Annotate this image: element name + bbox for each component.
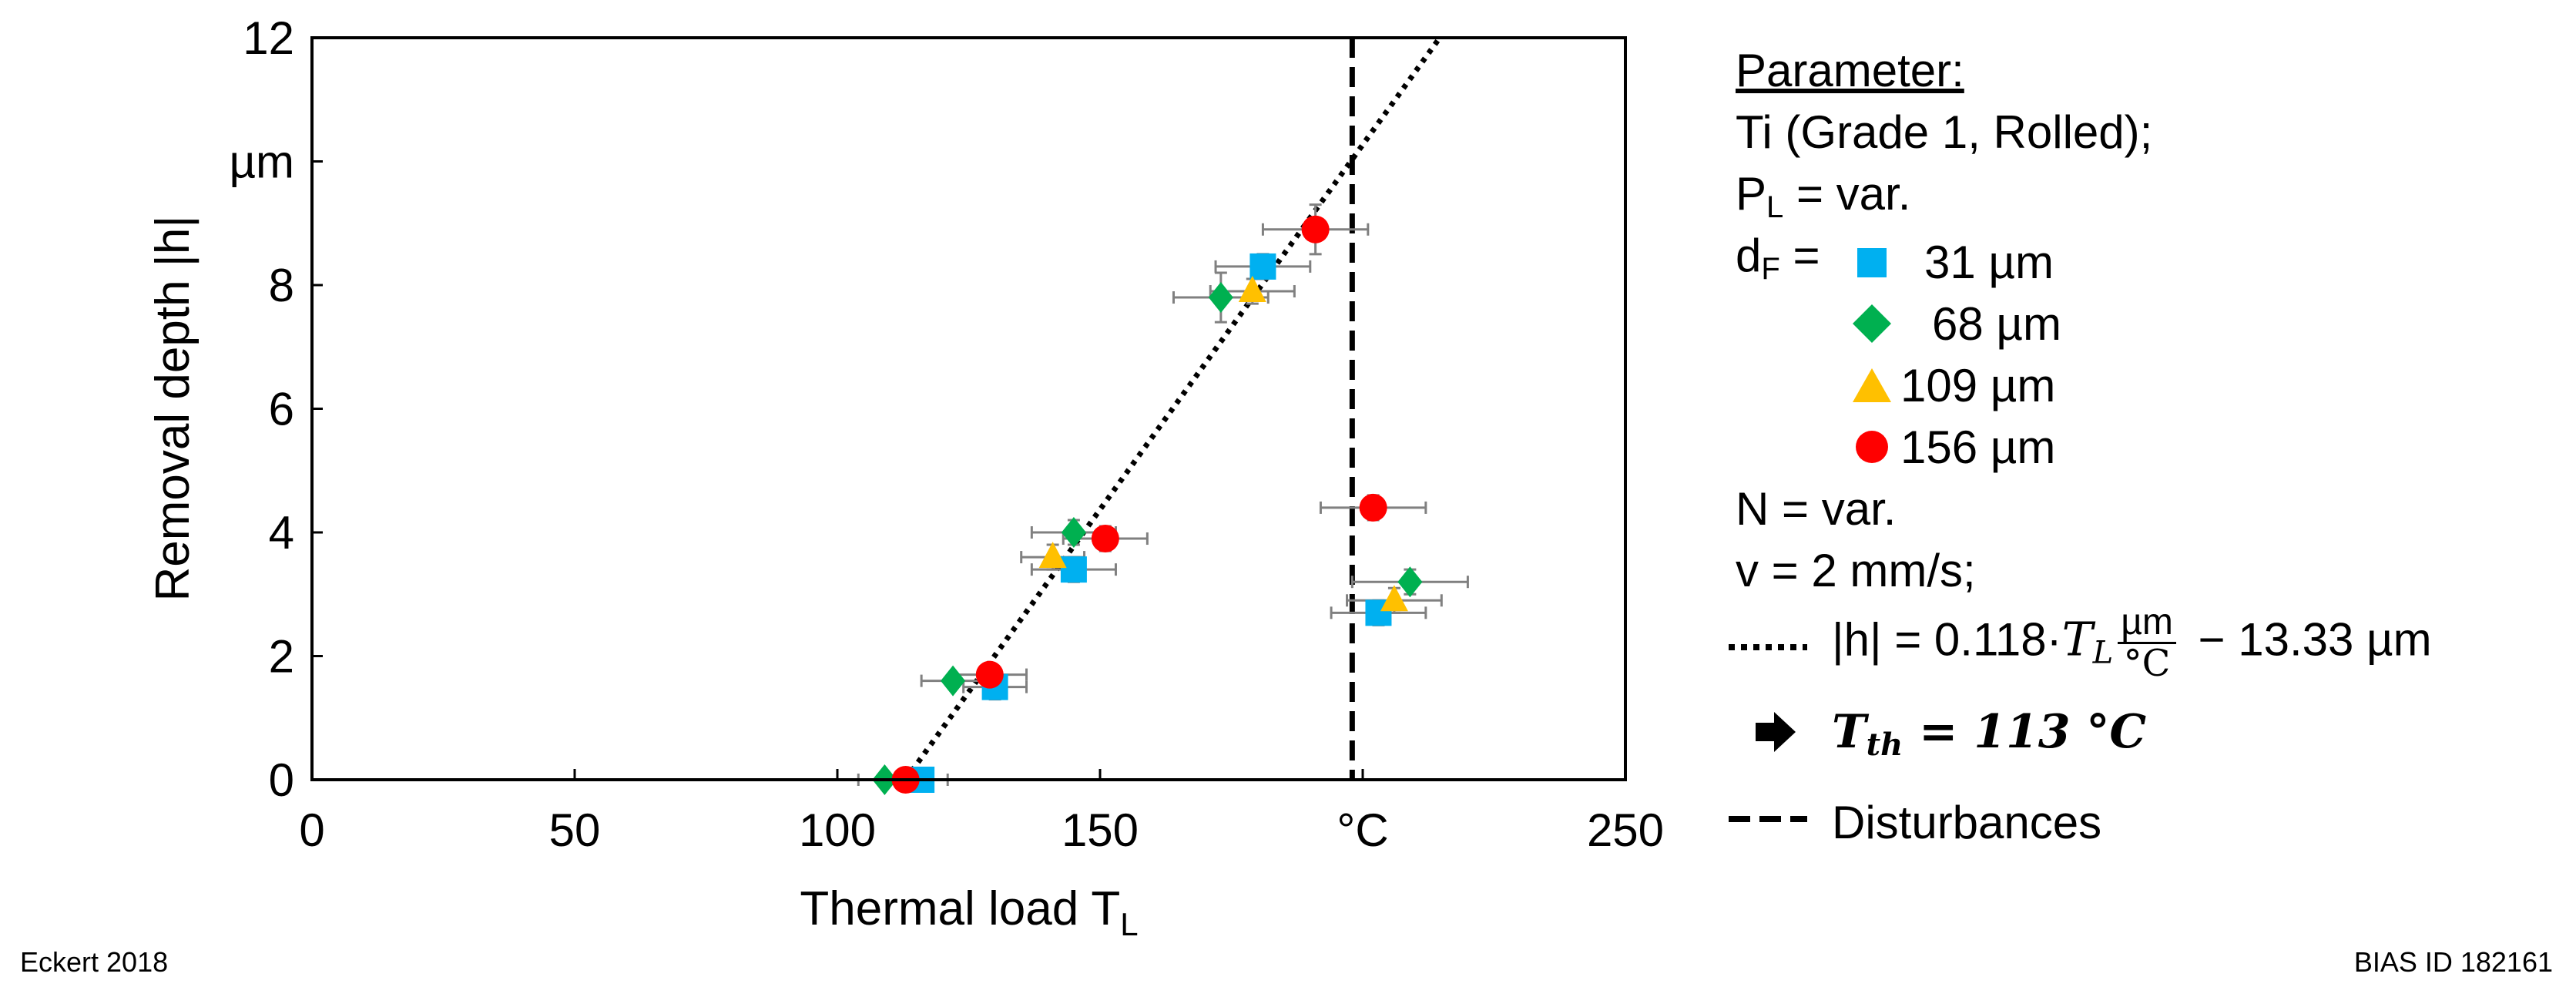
fit-fraction: µm °C [2118,603,2176,683]
legend-v: v = 2 mm/s; [1736,545,1976,596]
plot-area [857,35,1469,795]
legend-diamond-icon [1853,304,1891,343]
axis-labels: 0 50 100 150 250 °C 0 2 4 6 8 12 µm Thermal load TL Re… [146,12,1664,942]
legend-size-156: 156 µm [1900,421,2056,473]
legend-circle-icon [1856,431,1888,463]
data-point-circle [1301,215,1330,243]
y-tick-label: 6 [269,384,294,435]
data-point-diamond [1397,566,1423,598]
y-tick-label: 12 [243,12,294,64]
y-axis-title: Removal depth |h| [146,216,200,602]
power-value: = var. [1783,168,1911,220]
fit-left: |h| = 0.118· [1832,613,2062,666]
fit-var-sub: L [2092,635,2114,671]
legend-title: Parameter: [1736,45,1964,96]
x-tick-label: 150 [1062,804,1139,856]
legend-size-109: 109 µm [1900,360,2056,411]
diameter-label: d [1736,230,1762,281]
x-tick-label: 100 [799,804,876,856]
power-label: P [1736,168,1767,220]
x-axis-title: Thermal load TL [800,882,1138,942]
threshold-sub: th [1866,727,1903,763]
x-tick-label: 50 [549,804,601,856]
legend-material: Ti (Grade 1, Rolled); [1736,106,2153,158]
data-point-circle [1359,493,1387,522]
fit-var: T [2061,613,2093,667]
fit-line [903,35,1442,782]
y-tick-label: 2 [269,631,294,683]
legend-triangle-icon [1853,368,1891,402]
x-unit-label: °C [1337,804,1388,856]
legend-square-icon [1857,248,1887,277]
data-point-diamond [1061,517,1086,548]
data-point-triangle [1238,276,1266,303]
data-point-circle [975,660,1004,689]
footer-left: Eckert 2018 [20,946,169,978]
legend-threshold: Tth = 113 °C [1832,709,2146,760]
legend-n: N = var. [1736,483,1897,535]
arrow-right-icon [1756,712,1796,752]
legend-size-31: 31 µm [1924,237,2054,288]
legend-disturbances: Disturbances [1832,797,2102,848]
threshold-label: T [1832,705,1867,759]
plot-frame [310,36,1627,781]
data-point-triangle [1380,585,1408,612]
y-tick-label: 8 [269,260,294,311]
y-tick-label: 4 [269,507,294,559]
fit-num: µm [2118,603,2176,645]
data-point-circle [1091,525,1119,553]
data-point-triangle [1038,542,1067,569]
legend-fit-line-icon [1729,644,1807,650]
legend-power: PL = var. [1736,171,1910,223]
diameter-eq: = [1779,230,1820,281]
data-point-diamond [1208,282,1233,314]
x-tick-label: 250 [1587,804,1664,856]
axis-ticks [310,36,1627,781]
legend-disturbance-line-icon [1729,816,1807,822]
data-point-square [1249,253,1276,280]
fit-right: − 13.33 µm [2185,613,2432,666]
power-sub: L [1766,190,1784,224]
legend-diameter: dF = [1736,230,1820,286]
data-point-square [1060,556,1087,583]
fit-den: °C [2123,642,2171,686]
legend-fit: |h| = 0.118·TL µm °C − 13.33 µm [1832,603,2432,683]
y-tick-label: 0 [269,754,294,806]
y-unit-label: µm [229,136,294,188]
threshold-value: = 113 °C [1903,705,2147,759]
diameter-sub: F [1761,252,1780,286]
legend-size-68: 68 µm [1932,298,2061,350]
footer-right: BIAS ID 182161 [2353,946,2553,978]
data-point-diamond [941,665,966,697]
x-tick-label: 0 [299,804,324,856]
